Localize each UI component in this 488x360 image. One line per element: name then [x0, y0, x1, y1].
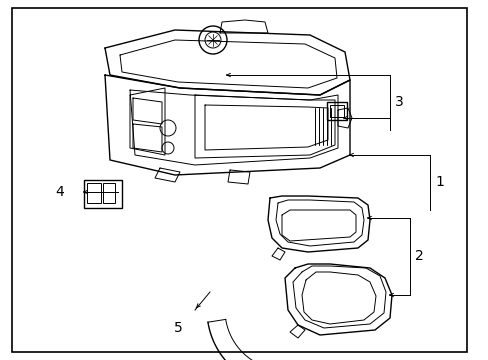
Text: 2: 2 — [414, 249, 423, 263]
Bar — [84, 180, 122, 208]
Bar — [87, 183, 101, 203]
Bar — [103, 183, 115, 203]
Text: 5: 5 — [173, 321, 182, 335]
Text: 1: 1 — [434, 175, 443, 189]
Text: 4: 4 — [55, 185, 63, 199]
Bar — [329, 105, 343, 117]
Bar — [326, 102, 346, 120]
Text: 3: 3 — [394, 95, 403, 109]
